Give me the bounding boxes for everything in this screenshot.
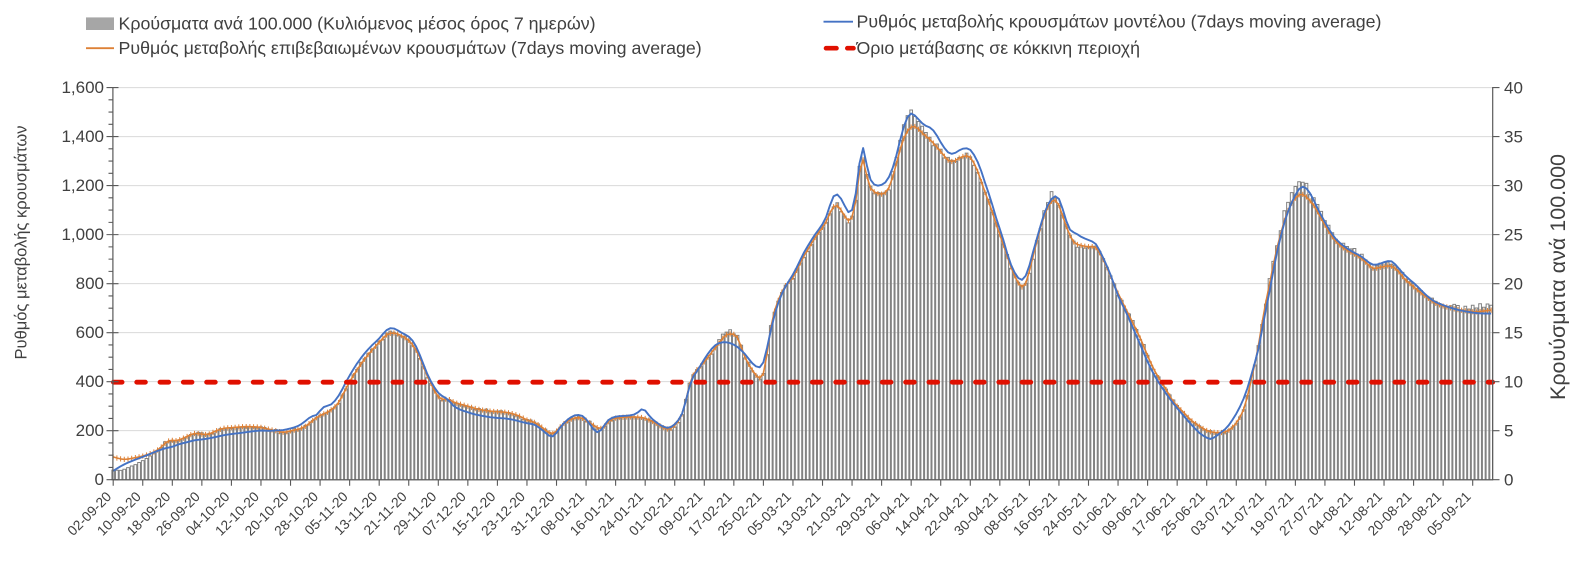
- svg-text:5: 5: [1504, 422, 1513, 441]
- svg-text:1,000: 1,000: [61, 225, 104, 244]
- svg-text:Κρουύσματα ανά 100.000: Κρουύσματα ανά 100.000: [1546, 154, 1570, 400]
- svg-text:400: 400: [76, 372, 104, 391]
- svg-text:0: 0: [1504, 471, 1513, 490]
- svg-text:800: 800: [76, 274, 104, 293]
- svg-text:Κρούσματα ανά 100.000 (Κυλιόμ: Κρούσματα ανά 100.000 (Κυλιόμενος μέσος …: [119, 14, 596, 34]
- svg-text:1,400: 1,400: [61, 127, 104, 146]
- svg-text:15: 15: [1504, 324, 1523, 343]
- svg-text:35: 35: [1504, 127, 1523, 146]
- svg-text:40: 40: [1504, 78, 1523, 97]
- svg-text:30: 30: [1504, 176, 1523, 195]
- svg-text:200: 200: [76, 421, 104, 440]
- svg-text:600: 600: [76, 323, 104, 342]
- svg-text:25: 25: [1504, 225, 1523, 244]
- svg-text:1,600: 1,600: [61, 78, 104, 97]
- svg-text:Ρυθμός μεταβολής κρουσμάτων: Ρυθμός μεταβολής κρουσμάτων: [13, 126, 31, 360]
- svg-text:0: 0: [95, 470, 104, 489]
- svg-text:Ρυθμός μεταβολής επιβεβαιωμένω: Ρυθμός μεταβολής επιβεβαιωμένων κρουσμάτ…: [119, 38, 702, 58]
- svg-text:Όριο μετάβασης σε κόκκινη περι: Όριο μετάβασης σε κόκκινη περιοχή: [856, 38, 1141, 58]
- svg-text:10: 10: [1504, 373, 1523, 392]
- svg-text:1,200: 1,200: [61, 176, 104, 195]
- svg-text:20: 20: [1504, 274, 1523, 293]
- svg-text:Ρυθμός μεταβολής κρουσμάτων μο: Ρυθμός μεταβολής κρουσμάτων μοντέλου (7d…: [857, 12, 1382, 32]
